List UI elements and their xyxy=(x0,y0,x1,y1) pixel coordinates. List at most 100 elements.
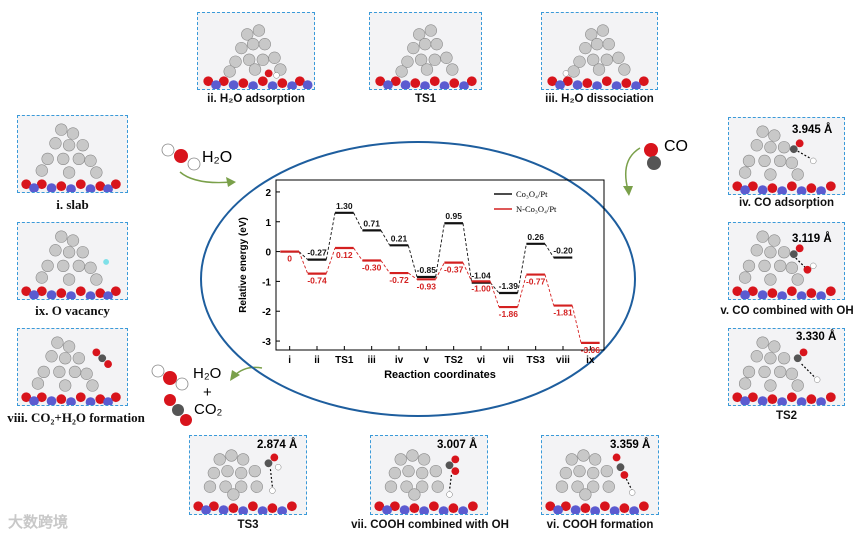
panel-ts3-distance: 2.874 Å xyxy=(257,439,298,451)
panel-vi-distance: 3.359 Å xyxy=(610,439,651,451)
structure-ii-image xyxy=(203,24,313,89)
arrow-co-in xyxy=(625,147,641,191)
series-connector xyxy=(517,274,527,308)
panel-vi-structure xyxy=(541,435,659,515)
y-tick-label: -1 xyxy=(262,277,271,288)
x-tick-label: TS2 xyxy=(444,355,463,366)
panel-v-structure xyxy=(728,222,845,300)
watermark-text: 大数跨境 xyxy=(8,514,69,531)
co2-out-label: CO₂ xyxy=(194,401,223,418)
panel-ix-label: ix. O vacancy xyxy=(35,303,110,318)
series-connector xyxy=(571,305,582,343)
energy-value-label: -0.77 xyxy=(526,277,546,287)
energy-value-label: -0.27 xyxy=(307,248,327,258)
panel-ts2-distance: 3.330 Å xyxy=(796,331,837,343)
panel-v-distance: 3.119 Å xyxy=(792,233,832,245)
y-tick-label: 2 xyxy=(265,188,271,199)
legend-label: N-Co₃O₄/Pt xyxy=(516,204,557,214)
energy-value-label: -0.93 xyxy=(417,281,437,291)
energy-value-label: 0.26 xyxy=(527,232,544,242)
panel-vii-label: vii. COOH combined with OH xyxy=(351,519,509,531)
panel-vii-structure xyxy=(370,435,488,515)
energy-chart: -3 -2 -1 0 1 2 i ii TS1 iii iv v TS2 vi vii TS3 viii ix Re… xyxy=(232,168,612,386)
x-tick-label: viii xyxy=(556,355,570,366)
energy-value-label: -1.04 xyxy=(471,271,491,281)
co-in-c-icon xyxy=(647,156,661,170)
series-connector xyxy=(544,274,555,306)
energy-value-label: -0.37 xyxy=(444,265,464,275)
energy-value-label: -0.72 xyxy=(389,275,409,285)
co-in-label: CO xyxy=(664,138,688,155)
x-tick-label: vii xyxy=(503,355,514,366)
structure-vi-image xyxy=(545,449,649,514)
panel-ii-label: ii. H₂O adsorption xyxy=(207,93,305,105)
plus-sign: + xyxy=(203,384,212,401)
series-connector xyxy=(325,212,336,260)
x-tick-label: iv xyxy=(395,355,404,366)
panel-i-label: i. slab xyxy=(56,197,89,212)
panel-iv-distance: 3.945 Å xyxy=(792,124,833,136)
panel-ts3-label: TS3 xyxy=(237,519,259,531)
structure-ts2-image xyxy=(732,336,836,405)
arrow-water-in xyxy=(179,171,233,184)
series-connector xyxy=(380,230,391,246)
series-connector xyxy=(353,212,363,231)
panel-ts2-label: TS2 xyxy=(775,410,798,422)
x-tick-label: vi xyxy=(477,355,486,366)
energy-value-label: -0.74 xyxy=(307,276,327,286)
water-in-h-icon xyxy=(161,143,175,157)
central-ellipse xyxy=(200,141,636,417)
series-connector xyxy=(435,223,445,278)
series-connector xyxy=(353,247,363,261)
series-connector xyxy=(298,251,309,274)
x-axis-title: Reaction coordinates xyxy=(384,369,496,381)
structure-ts3-image xyxy=(193,449,297,514)
series-connector xyxy=(489,281,500,308)
series-connector xyxy=(517,243,527,294)
x-tick-label: TS1 xyxy=(335,355,354,366)
x-tick-label: iii xyxy=(367,355,376,366)
y-tick-label: -2 xyxy=(262,307,271,318)
energy-value-label: -1.39 xyxy=(499,281,519,291)
structure-iii-image xyxy=(547,24,649,89)
x-tick-label: ii xyxy=(314,355,320,366)
panel-v-label: v. CO combined with OH xyxy=(720,305,854,317)
panel-ts2-structure xyxy=(728,328,845,406)
structure-i-image xyxy=(21,123,121,192)
x-tick-label: v xyxy=(424,355,430,366)
energy-value-label: 0.12 xyxy=(336,250,353,260)
energy-value-label: 0 xyxy=(287,254,292,264)
y-tick-label: 1 xyxy=(265,218,271,229)
series-connector xyxy=(380,260,391,274)
panel-iii-label: iii. H₂O dissociation xyxy=(545,93,654,105)
structure-ix-image xyxy=(21,230,121,299)
energy-value-label: -0.30 xyxy=(362,263,382,273)
water-in-o-icon xyxy=(174,149,188,163)
panel-ix-structure xyxy=(17,222,128,300)
series-connector xyxy=(435,262,445,280)
y-tick-label: 0 xyxy=(265,248,271,259)
panel-ii-structure xyxy=(197,12,315,90)
panel-viii-structure xyxy=(17,328,128,406)
y-tick-label: -3 xyxy=(262,337,271,348)
panel-vii-distance: 3.007 Å xyxy=(437,439,478,451)
energy-value-label: -3.06 xyxy=(581,345,601,355)
structure-viii-image xyxy=(21,336,121,405)
energy-value-label: 0.95 xyxy=(445,211,462,221)
structure-v-image xyxy=(732,230,836,299)
structure-ts1-image xyxy=(375,24,477,89)
legend-label: Co₃O₄/Pt xyxy=(516,189,548,199)
series-connector xyxy=(325,247,336,274)
panel-vi-label: vi. COOH formation xyxy=(546,519,654,531)
energy-value-label: -1.81 xyxy=(553,308,573,318)
energy-value-label: -1.00 xyxy=(471,283,491,293)
series-connector xyxy=(462,262,473,282)
x-tick-label: ix xyxy=(586,355,595,366)
series-connector xyxy=(544,243,555,258)
water-out-label: H₂O xyxy=(193,365,222,382)
water-in-label: H₂O xyxy=(202,149,233,166)
series-connector xyxy=(408,272,418,280)
structure-iv-image xyxy=(732,125,836,194)
